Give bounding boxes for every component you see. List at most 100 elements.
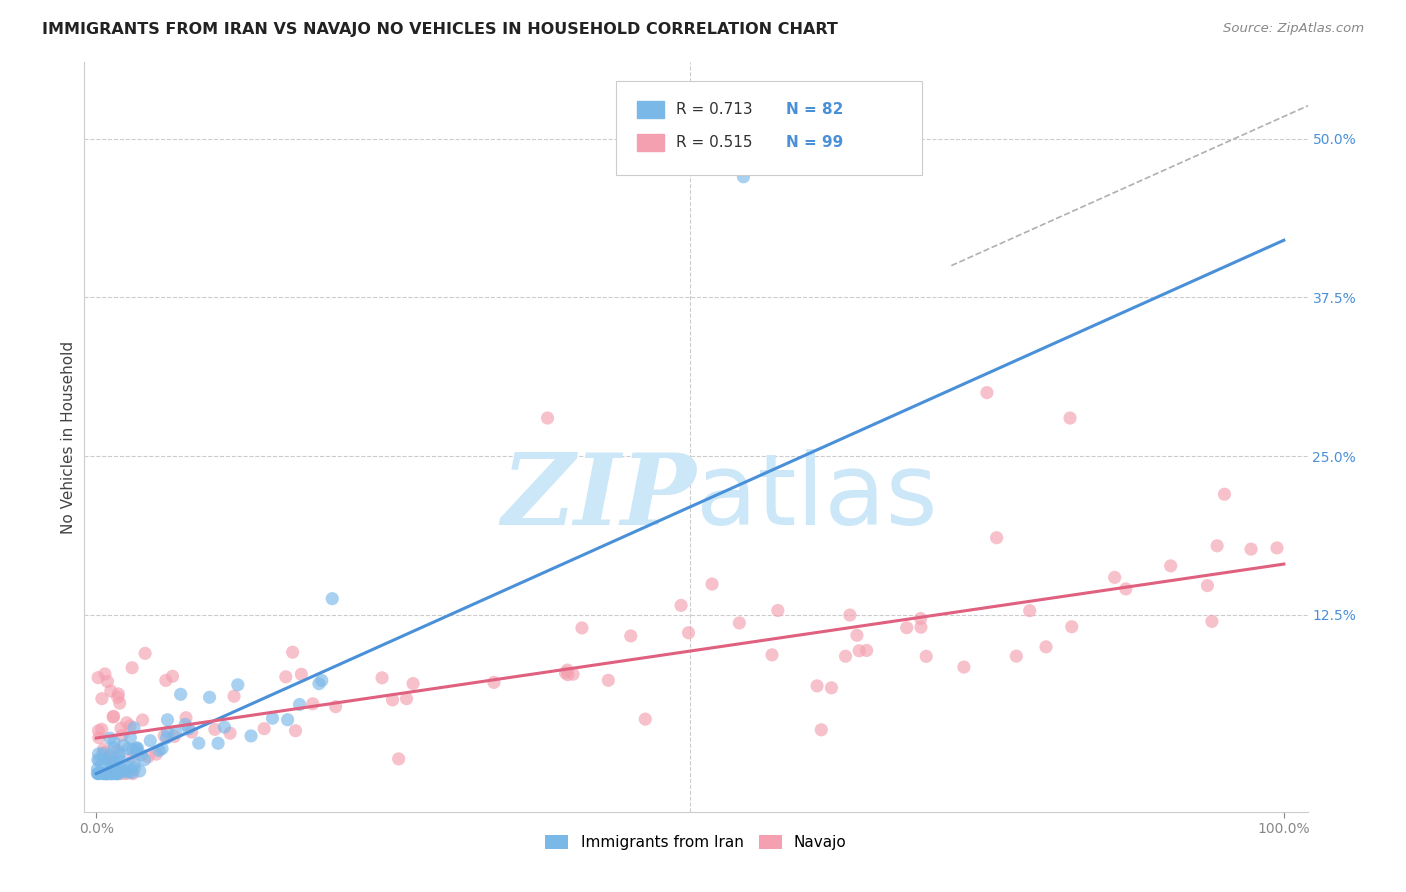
Point (308, 676, 330, 690)
Point (110, 722, 132, 736)
Point (557, 663, 579, 677)
Point (105, 765, 128, 780)
Point (325, 699, 347, 714)
Point (87, 753, 110, 767)
Point (598, 673, 620, 688)
Point (91, 747, 114, 761)
Point (1265, 541, 1288, 555)
Point (122, 766, 145, 780)
Point (98, 766, 121, 780)
Point (89, 766, 111, 780)
Point (395, 691, 418, 706)
Point (910, 620, 932, 634)
Point (98, 755, 121, 769)
Point (103, 741, 125, 756)
Point (107, 690, 129, 705)
Point (761, 648, 783, 662)
Text: N = 99: N = 99 (786, 135, 844, 150)
Point (93, 766, 115, 780)
Point (96, 766, 118, 780)
Point (153, 729, 176, 743)
Point (163, 730, 186, 744)
Point (222, 690, 245, 704)
Point (274, 670, 297, 684)
Point (110, 755, 132, 769)
Point (107, 749, 129, 764)
Point (103, 709, 125, 723)
Point (277, 713, 299, 727)
Point (100, 766, 122, 780)
Point (226, 678, 249, 692)
Point (1197, 579, 1219, 593)
Point (482, 675, 505, 690)
Point (321, 591, 343, 606)
Point (105, 766, 128, 780)
Point (284, 723, 307, 738)
FancyBboxPatch shape (616, 81, 922, 175)
Point (128, 764, 150, 778)
Point (110, 766, 132, 780)
Point (101, 758, 124, 772)
Point (1035, 640, 1057, 654)
Point (910, 611, 932, 625)
Point (198, 690, 221, 705)
Point (86, 762, 108, 776)
Point (94, 745, 117, 759)
Point (134, 646, 156, 660)
Point (810, 723, 832, 737)
Point (728, 615, 751, 630)
Point (98, 748, 121, 763)
Point (976, 385, 998, 400)
Point (94, 766, 117, 780)
Point (219, 726, 242, 740)
Point (105, 766, 128, 780)
Point (766, 603, 789, 617)
Point (90, 723, 112, 737)
Point (1018, 604, 1040, 618)
Point (204, 723, 226, 737)
Point (90, 691, 112, 706)
Point (118, 760, 141, 774)
Point (104, 755, 127, 769)
Point (121, 765, 143, 780)
Point (129, 747, 152, 762)
Point (855, 643, 877, 657)
Point (120, 731, 142, 745)
Point (187, 736, 209, 750)
Point (150, 741, 173, 756)
Point (118, 764, 141, 779)
Point (117, 741, 139, 756)
Point (103, 735, 125, 749)
Point (101, 766, 124, 780)
Point (838, 608, 860, 623)
Point (125, 743, 148, 757)
Point (103, 760, 125, 774)
Point (557, 667, 579, 681)
Point (845, 628, 868, 642)
Point (207, 736, 229, 750)
Point (107, 766, 129, 780)
Point (174, 717, 197, 731)
Point (94, 667, 117, 681)
Point (162, 669, 184, 683)
Point (87, 754, 110, 768)
Point (214, 720, 236, 734)
Point (96, 752, 118, 766)
Point (104, 766, 127, 780)
Point (103, 764, 125, 779)
Point (96, 766, 118, 780)
Point (700, 577, 723, 591)
Point (156, 713, 179, 727)
Point (115, 715, 138, 730)
Text: ZIP: ZIP (501, 449, 696, 545)
Point (806, 679, 828, 693)
Point (120, 719, 142, 733)
Point (848, 644, 870, 658)
Point (87, 766, 110, 780)
Point (177, 722, 200, 736)
Point (240, 729, 263, 743)
Point (281, 645, 304, 659)
Point (253, 722, 276, 736)
Point (381, 693, 404, 707)
Point (107, 764, 129, 779)
